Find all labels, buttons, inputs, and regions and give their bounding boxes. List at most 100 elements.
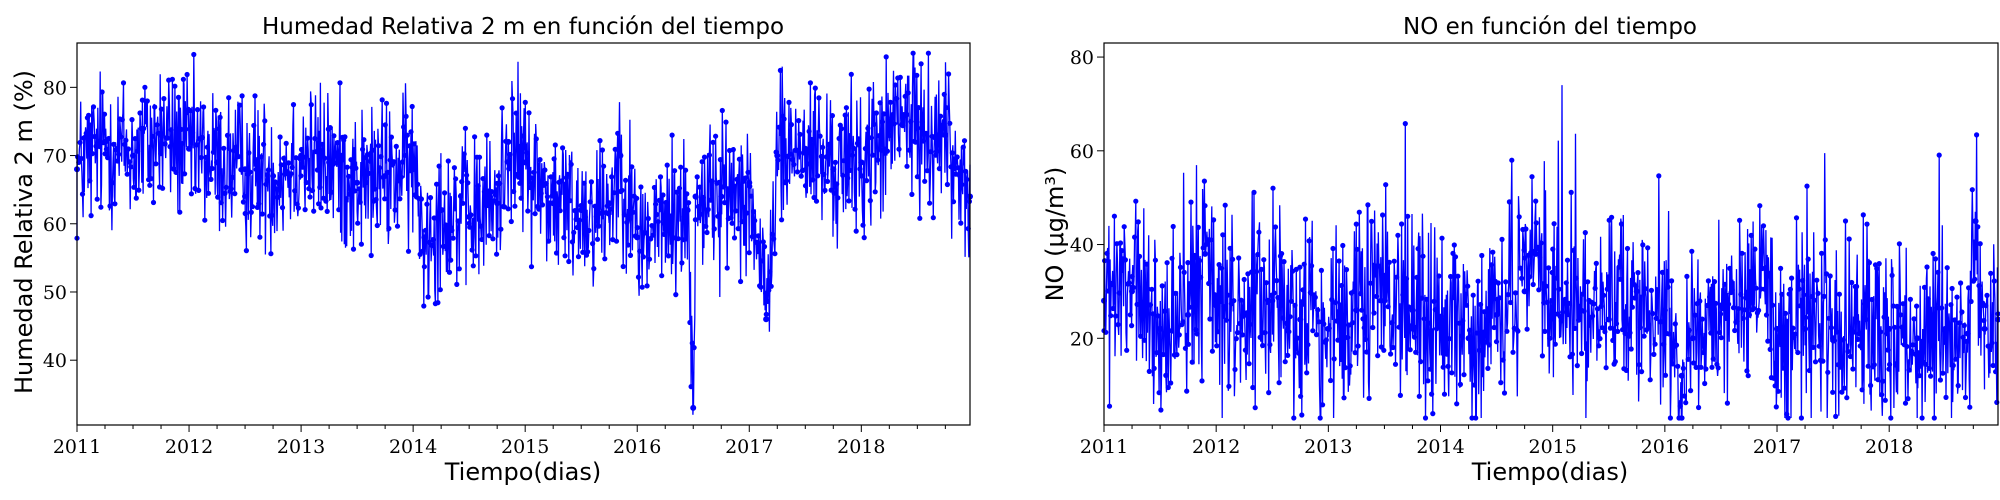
data-point: [223, 184, 229, 190]
data-point: [1648, 287, 1654, 293]
data-point: [648, 236, 654, 242]
data-point: [1960, 334, 1966, 340]
data-point: [1461, 372, 1467, 378]
data-point: [377, 165, 383, 171]
data-point: [1563, 280, 1569, 286]
data-point: [1548, 316, 1554, 322]
data-point: [1380, 212, 1386, 218]
data-point: [239, 93, 245, 99]
data-point: [1157, 325, 1164, 332]
data-point: [659, 273, 665, 279]
data-point: [1251, 189, 1257, 195]
data-point: [1516, 214, 1522, 220]
data-point: [1936, 152, 1942, 158]
data-point: [1560, 309, 1566, 315]
data-point: [97, 143, 103, 150]
data-point: [210, 149, 216, 155]
data-point: [1880, 378, 1886, 384]
data-point: [1632, 295, 1638, 301]
data-point: [1707, 294, 1713, 300]
data-point: [1845, 348, 1851, 355]
data-point: [1748, 232, 1754, 238]
data-point: [322, 155, 328, 161]
data-point: [1976, 283, 1982, 289]
data-point: [638, 184, 644, 190]
data-point: [1553, 275, 1560, 281]
data-point: [1542, 328, 1548, 334]
data-point: [177, 209, 183, 215]
data-point: [655, 219, 661, 225]
data-point: [522, 143, 528, 149]
data-point: [1875, 377, 1881, 383]
data-point: [215, 194, 221, 200]
data-point: [1533, 220, 1539, 226]
data-point: [713, 133, 719, 139]
series-line: [76, 52, 971, 415]
data-point: [1950, 362, 1956, 369]
data-point: [1669, 278, 1675, 284]
data-point: [670, 235, 677, 241]
data-point: [651, 184, 658, 191]
x-tick-label: 2012: [165, 436, 213, 458]
data-point: [1949, 285, 1955, 292]
data-point: [657, 174, 664, 180]
data-point: [1431, 298, 1437, 304]
data-point: [678, 164, 684, 170]
y-tick-label: 20: [1070, 328, 1094, 350]
data-point: [939, 122, 945, 128]
data-point: [1539, 353, 1545, 359]
data-point: [1628, 346, 1634, 352]
data-point: [1921, 284, 1928, 290]
data-point: [1166, 328, 1173, 334]
data-point: [662, 220, 669, 227]
data-point: [1815, 290, 1821, 296]
data-point: [1889, 272, 1895, 278]
data-point: [1152, 257, 1158, 263]
data-point: [806, 128, 812, 134]
data-point: [1129, 323, 1135, 329]
data-point: [421, 303, 427, 309]
data-point: [724, 265, 730, 271]
data-point: [892, 82, 899, 88]
data-point: [1495, 280, 1501, 286]
data-point: [1675, 363, 1681, 369]
data-point: [722, 200, 728, 206]
data-point: [204, 144, 210, 150]
data-point: [1888, 415, 1894, 421]
data-point: [578, 207, 585, 214]
data-point: [1902, 400, 1909, 406]
data-point: [421, 264, 427, 270]
data-point: [781, 116, 787, 122]
data-point: [1844, 395, 1850, 401]
data-point: [1549, 297, 1556, 304]
data-point: [253, 166, 259, 173]
data-point: [1842, 218, 1849, 224]
data-point: [378, 154, 384, 160]
data-point: [1743, 295, 1749, 301]
data-point: [1688, 388, 1694, 394]
data-point: [497, 180, 503, 187]
data-point: [1504, 328, 1510, 334]
data-point: [332, 149, 338, 156]
data-point: [1633, 288, 1640, 295]
data-point: [1141, 337, 1147, 343]
data-point: [1424, 296, 1430, 302]
data-point: [508, 218, 514, 225]
data-point: [938, 113, 944, 119]
data-point: [1503, 279, 1509, 285]
data-point: [1163, 372, 1169, 378]
data-point: [319, 141, 325, 147]
data-point: [1639, 369, 1645, 375]
data-point: [723, 119, 729, 125]
data-point: [331, 133, 337, 139]
data-point: [141, 125, 147, 132]
data-point: [148, 176, 154, 182]
data-point: [606, 200, 613, 207]
data-point: [1473, 415, 1479, 421]
data-point: [402, 152, 408, 158]
data-point: [1491, 324, 1497, 331]
data-point: [1529, 174, 1535, 180]
data-point: [927, 200, 933, 206]
data-point: [1741, 307, 1748, 313]
data-point: [369, 147, 375, 153]
